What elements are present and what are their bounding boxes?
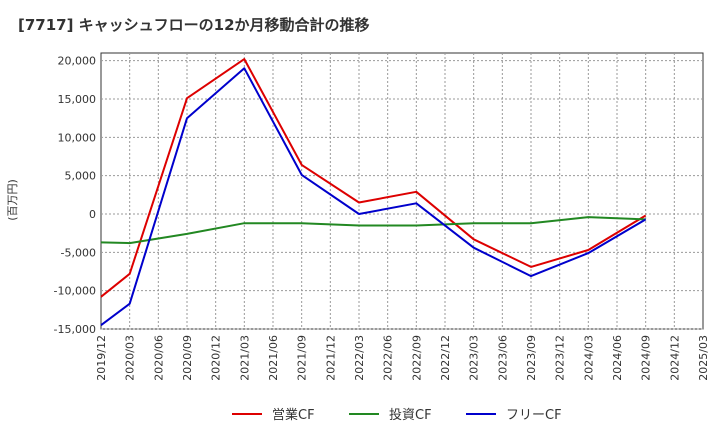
chart-title: [7717] キャッシュフローの12か月移動合計の推移: [18, 16, 370, 34]
x-tick-label: 2023/09: [525, 335, 538, 381]
series-line-投資CF: [100, 216, 646, 245]
y-tick-label: 0: [89, 208, 96, 221]
x-tick-labels: 2019/12 2020/03 2020/06 2020/09 2020/12 2021/…: [95, 335, 710, 381]
x-tick-label: 2025/03: [697, 335, 710, 381]
x-tick-label: 2020/03: [124, 335, 137, 381]
y-tick-label: -5,000: [61, 246, 96, 259]
y-tick-label: -10,000: [54, 285, 96, 298]
x-tick-label: 2024/12: [668, 335, 681, 381]
x-tick-label: 2020/06: [152, 335, 165, 381]
x-tick-label: 2020/09: [181, 335, 194, 381]
grid-lines: [101, 53, 703, 330]
x-tick-label: 2024/06: [611, 335, 624, 381]
x-tick-label: 2019/12: [95, 335, 108, 381]
x-tick-label: 2022/03: [353, 335, 366, 381]
series-line-フリーCF: [100, 67, 647, 327]
y-tick-labels: 20,000 15,000 10,000 5,000 0 -5,000 -10,000 -15…: [54, 55, 96, 336]
x-tick-label: 2024/03: [582, 335, 595, 381]
x-tick-label: 2021/06: [267, 335, 280, 381]
x-tick-label: 2022/06: [382, 335, 395, 381]
y-tick-label: 20,000: [58, 55, 97, 68]
x-tick-label: 2024/09: [640, 335, 653, 381]
legend-label: 投資CF: [389, 407, 432, 423]
y-axis-label: (百万円): [6, 179, 19, 221]
legend-label: フリーCF: [506, 408, 562, 423]
series-group: [100, 58, 647, 327]
legend: 営業CF 投資CF フリーCF: [232, 407, 562, 423]
x-tick-label: 2020/12: [210, 335, 223, 381]
x-tick-label: 2021/12: [324, 335, 337, 381]
x-tick-label: 2023/03: [468, 335, 481, 381]
y-tick-label: 15,000: [58, 93, 97, 106]
x-tick-label: 2022/09: [410, 335, 423, 381]
x-tick-label: 2021/03: [238, 335, 251, 381]
y-tick-label: 5,000: [65, 170, 97, 183]
y-tick-label: 10,000: [58, 131, 97, 144]
x-tick-label: 2023/06: [496, 335, 509, 381]
x-tick-label: 2021/09: [296, 335, 309, 381]
x-tick-label: 2022/12: [439, 335, 452, 381]
y-tick-label: -15,000: [54, 323, 96, 336]
x-tick-label: 2023/12: [554, 335, 567, 381]
legend-label: 営業CF: [272, 407, 315, 423]
series-line-営業CF: [100, 58, 647, 298]
